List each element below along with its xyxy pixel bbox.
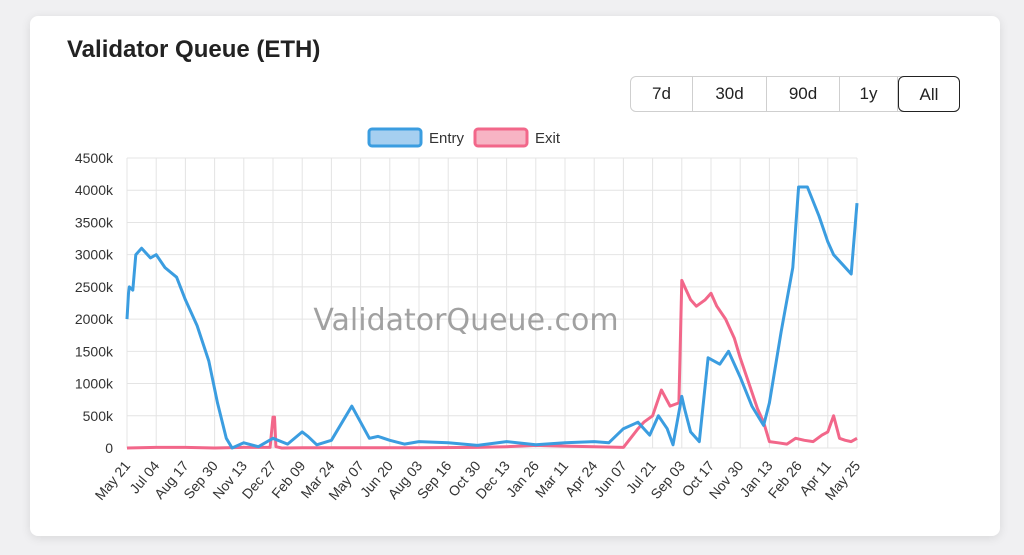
y-tick-label: 3000k [75, 247, 114, 263]
y-tick-label: 3500k [75, 214, 114, 230]
y-tick-label: 0 [105, 440, 113, 456]
watermark: ValidatorQueue.com [313, 303, 618, 338]
legend-swatch-exit[interactable] [473, 127, 529, 148]
legend-label-exit[interactable]: Exit [535, 130, 561, 147]
y-tick-label: 1500k [75, 343, 114, 359]
chart-card: Validator Queue (ETH) 7d 30d 90d 1y All [30, 16, 1000, 536]
legend-label-entry[interactable]: Entry [429, 130, 465, 147]
x-tick-label: Jun 07 [590, 457, 629, 500]
range-button-7d[interactable]: 7d [631, 77, 693, 111]
range-button-all[interactable]: All [898, 76, 960, 112]
legend-swatch-entry[interactable] [367, 127, 423, 148]
card-title: Validator Queue (ETH) [67, 36, 321, 63]
y-tick-label: 2000k [75, 311, 114, 327]
range-button-30d[interactable]: 30d [693, 77, 767, 111]
y-tick-label: 4000k [75, 182, 114, 198]
range-selector: 7d 30d 90d 1y All [630, 76, 960, 112]
series-line-exit [126, 278, 858, 450]
y-tick-label: 2500k [75, 279, 114, 295]
range-button-1y[interactable]: 1y [840, 77, 898, 111]
series-line-entry [125, 185, 859, 450]
legend: Entry Exit [367, 127, 561, 148]
y-axis: 0 500k 1000k 1500k 2000k 2500k 3000k 3500k 4000k… [75, 150, 114, 456]
range-button-90d[interactable]: 90d [767, 77, 840, 111]
y-tick-label: 500k [83, 408, 114, 424]
series [125, 185, 859, 450]
x-tick-label: May 21 [92, 457, 134, 503]
y-tick-label: 1000k [75, 376, 114, 392]
x-tick-label: Mar 11 [532, 457, 572, 500]
y-tick-label: 4500k [75, 150, 114, 166]
